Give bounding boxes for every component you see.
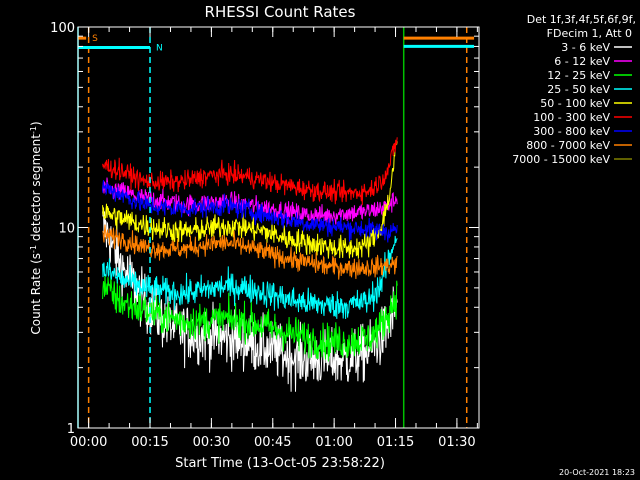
series-line bbox=[102, 177, 398, 226]
flag-label: N bbox=[156, 44, 163, 54]
legend-entry-label: 3 - 6 keV bbox=[561, 41, 610, 54]
y-axis-label-part: detector segment bbox=[29, 134, 43, 245]
series-line bbox=[102, 224, 398, 280]
legend-entry-label: 7000 - 15000 keV bbox=[512, 153, 610, 166]
x-tick-label: 01:30 bbox=[438, 435, 475, 450]
y-axis-label-exponent: -1 bbox=[29, 126, 38, 134]
y-axis-label-part: Count Rate (s bbox=[29, 253, 43, 335]
legend-entry-label: 25 - 50 keV bbox=[547, 83, 610, 96]
x-tick-label: 00:00 bbox=[70, 435, 107, 450]
series-line bbox=[102, 211, 398, 392]
series-line bbox=[102, 180, 398, 243]
y-axis-label: Count Rate (s-1 detector segment-1) bbox=[29, 121, 43, 334]
y-axis-label-exponent: -1 bbox=[29, 245, 38, 253]
footer-timestamp: 20-Oct-2021 18:23 bbox=[559, 468, 635, 477]
legend-entry-label: 100 - 300 keV bbox=[533, 111, 610, 124]
x-tick-label: 01:15 bbox=[377, 435, 414, 450]
y-tick-label: 100 bbox=[50, 21, 75, 36]
y-tick-label: 1 bbox=[67, 422, 75, 437]
series-line bbox=[102, 235, 398, 320]
legend-header-line: FDecim 1, Att 0 bbox=[547, 27, 632, 40]
y-axis-label-part: ) bbox=[29, 121, 43, 126]
x-tick-label: 00:30 bbox=[193, 435, 230, 450]
legend-entry-label: 12 - 25 keV bbox=[547, 69, 610, 82]
chart-title: RHESSI Count Rates bbox=[205, 3, 356, 21]
x-tick-label: 00:45 bbox=[254, 435, 291, 450]
x-tick-label: 01:00 bbox=[315, 435, 352, 450]
legend-entry-label: 800 - 7000 keV bbox=[526, 139, 610, 152]
legend-entry-label: 50 - 100 keV bbox=[540, 97, 610, 110]
x-axis-label: Start Time (13-Oct-05 23:58:22) bbox=[175, 456, 385, 471]
plot-axes-layer: 1 10 100 00:00 00:15 00:30 00:45 01:00 01:15 01:3… bbox=[50, 21, 480, 450]
x-tick-label: 00:15 bbox=[131, 435, 168, 450]
legend-entry-label: 300 - 800 keV bbox=[533, 125, 610, 138]
series-line bbox=[102, 141, 398, 259]
legend: Det 1f,3f,4f,5f,6f,9f, FDecim 1, Att 0 3… bbox=[512, 13, 636, 166]
y-tick-label: 10 bbox=[58, 222, 75, 237]
legend-entry-label: 6 - 12 keV bbox=[554, 55, 610, 68]
series-line bbox=[102, 137, 398, 206]
flag-label: S bbox=[92, 34, 98, 44]
plot-data-layer bbox=[102, 137, 398, 392]
series-line bbox=[102, 274, 398, 362]
legend-header-line: Det 1f,3f,4f,5f,6f,9f, bbox=[527, 13, 636, 26]
